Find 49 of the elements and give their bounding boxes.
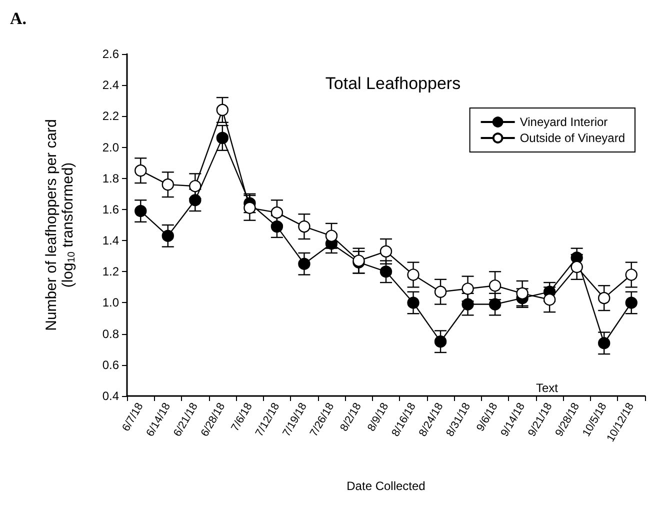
point (407, 296, 420, 309)
y-tick-label: 0.4 (102, 389, 120, 403)
point (625, 268, 638, 281)
point (570, 260, 583, 274)
point (189, 180, 202, 192)
y-tick-label: 1.8 (102, 171, 120, 186)
point (216, 132, 229, 144)
point (462, 298, 474, 310)
y-tick-label: 1.2 (102, 264, 120, 279)
point (380, 245, 392, 258)
point (434, 286, 447, 298)
point (298, 220, 310, 233)
y-tick-label: 2.2 (102, 109, 120, 124)
point (488, 298, 502, 310)
point (162, 230, 174, 242)
point (407, 268, 420, 281)
y-tick-label: 2.6 (102, 47, 120, 61)
point (598, 292, 610, 304)
x-axis-title: Date Collected (346, 479, 426, 493)
y-tick-label: 2.4 (102, 78, 120, 92)
point (298, 258, 310, 270)
point (598, 337, 610, 350)
point (462, 282, 474, 295)
text: Total Leafhoppers (325, 74, 461, 93)
point (488, 280, 502, 292)
point (380, 266, 392, 278)
text: A. (10, 9, 27, 28)
point (162, 178, 174, 191)
point (134, 204, 147, 218)
legend-label: Outside of Vineyard (520, 131, 626, 145)
point (216, 104, 229, 116)
y-tick-label: 1.0 (102, 296, 120, 310)
point (325, 230, 338, 242)
y-tick-label: 1.4 (102, 234, 120, 248)
y-tick-label: 0.6 (102, 358, 120, 372)
point (625, 296, 638, 309)
y-tick-label: 2.0 (102, 140, 120, 154)
point (270, 206, 284, 219)
point (434, 335, 447, 348)
y-tick-label: 0.8 (102, 326, 120, 341)
point (270, 220, 284, 233)
y-tick-label: 1.6 (102, 202, 120, 216)
point (189, 194, 202, 206)
point (516, 287, 528, 300)
point (134, 164, 147, 177)
point (244, 202, 256, 214)
point (543, 294, 556, 306)
annotation: Text (536, 381, 559, 395)
legend-label: Vineyard Interior (520, 115, 608, 129)
